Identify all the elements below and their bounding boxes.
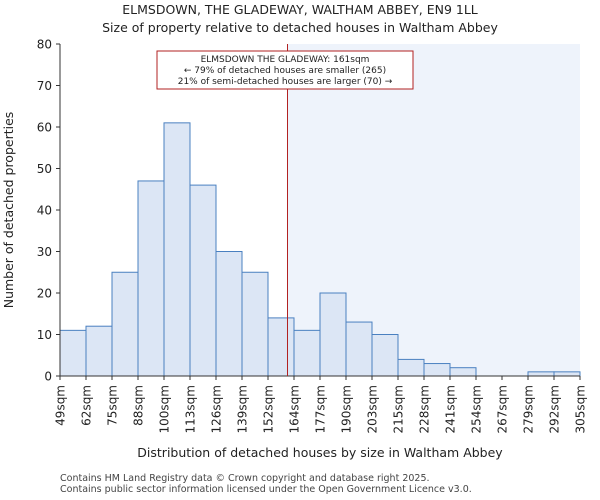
x-tick-label: 190sqm xyxy=(340,385,354,433)
x-tick-label: 75sqm xyxy=(106,385,120,426)
y-tick-label: 40 xyxy=(37,204,52,218)
x-tick-label: 241sqm xyxy=(444,385,458,433)
y-tick-label: 30 xyxy=(37,245,52,259)
bar-190sqm xyxy=(345,321,373,377)
y-tick-label: 60 xyxy=(37,121,52,135)
x-tick-label: 254sqm xyxy=(470,385,484,433)
annotation-box: ELMSDOWN THE GLADEWAY: 161sqm ← 79% of d… xyxy=(156,50,414,90)
bar-215sqm xyxy=(397,358,425,377)
bar-126sqm xyxy=(215,251,243,377)
x-tick-label: 88sqm xyxy=(132,385,146,426)
x-tick-label: 126sqm xyxy=(210,385,224,433)
y-tick-label: 50 xyxy=(37,162,52,176)
x-tick-label: 215sqm xyxy=(392,385,406,433)
bar-279sqm xyxy=(527,371,555,377)
x-tick-label: 203sqm xyxy=(366,385,380,433)
bar-203sqm xyxy=(371,334,399,377)
x-tick-label: 164sqm xyxy=(288,385,302,433)
x-tick-label: 152sqm xyxy=(262,385,276,433)
bar-177sqm xyxy=(319,292,347,377)
bar-75sqm xyxy=(111,271,139,377)
bar-228sqm xyxy=(423,363,451,377)
y-tick-label: 20 xyxy=(37,287,52,301)
bar-88sqm xyxy=(137,180,165,377)
bar-164sqm xyxy=(293,329,321,377)
bar-113sqm xyxy=(189,184,217,377)
bar-152sqm xyxy=(267,317,295,377)
annotation-line-1: ELMSDOWN THE GLADEWAY: 161sqm xyxy=(201,55,370,65)
bar-62sqm xyxy=(85,325,113,377)
y-tick-label: 70 xyxy=(37,79,52,93)
bar-241sqm xyxy=(449,367,477,377)
x-tick-label: 292sqm xyxy=(548,385,562,433)
bar-292sqm xyxy=(553,371,581,377)
x-tick-label: 228sqm xyxy=(418,385,432,433)
y-tick-label: 80 xyxy=(37,38,52,52)
x-tick-label: 49sqm xyxy=(54,385,68,426)
x-tick-label: 139sqm xyxy=(236,385,250,433)
x-tick-label: 113sqm xyxy=(184,385,198,433)
annotation-line-2: ← 79% of detached houses are smaller (26… xyxy=(184,66,386,76)
chart-title: ELMSDOWN, THE GLADEWAY, WALTHAM ABBEY, E… xyxy=(122,2,478,17)
annotation-line-3: 21% of semi-detached houses are larger (… xyxy=(178,77,393,87)
bar-139sqm xyxy=(241,271,269,377)
chart-subtitle: Size of property relative to detached ho… xyxy=(102,20,498,35)
x-tick-label: 267sqm xyxy=(496,385,510,433)
footer-copyright: Contains HM Land Registry data © Crown c… xyxy=(60,473,430,484)
x-tick-label: 279sqm xyxy=(522,385,536,433)
y-tick-label: 10 xyxy=(37,328,52,342)
x-tick-label: 62sqm xyxy=(80,385,94,426)
x-tick-label: 100sqm xyxy=(158,385,172,433)
x-tick-label: 177sqm xyxy=(314,385,328,433)
x-axis-label: Distribution of detached houses by size … xyxy=(137,445,503,460)
y-tick-label: 0 xyxy=(44,370,52,384)
footer-licence: Contains public sector information licen… xyxy=(60,484,472,495)
x-tick-label: 305sqm xyxy=(574,385,588,433)
y-axis-label: Number of detached properties xyxy=(1,112,16,309)
bar-49sqm xyxy=(59,329,87,377)
bar-100sqm xyxy=(163,122,191,377)
